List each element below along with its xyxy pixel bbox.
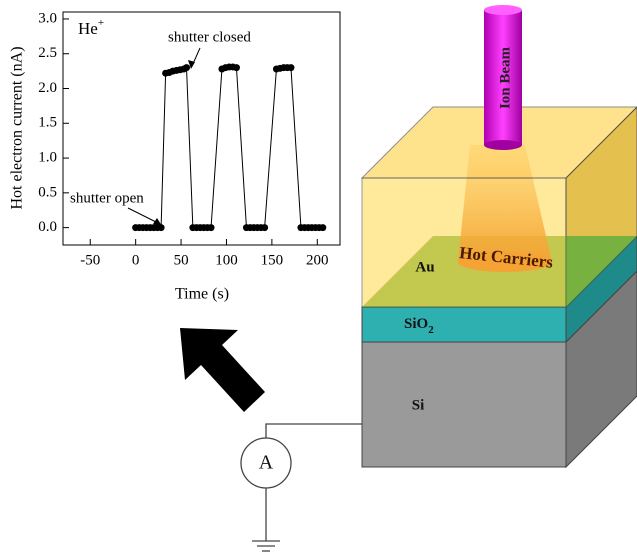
big-arrow [180, 328, 265, 412]
data-point [287, 64, 294, 71]
ion-beam-bottom [484, 140, 522, 150]
x-tick-label: 50 [174, 252, 189, 268]
x-tick-label: -50 [80, 252, 100, 268]
au-label: Au [415, 259, 434, 275]
device: Ion Beam Hot Carriers Au SiO2 Si [362, 5, 637, 467]
ion-charge: + [98, 17, 104, 29]
wire [266, 424, 362, 438]
data-point [183, 64, 190, 71]
ion-beam-label: Ion Beam [497, 46, 513, 109]
x-tick-label: 200 [306, 252, 329, 268]
data-point [233, 64, 240, 71]
x-tick-label: 100 [215, 252, 238, 268]
y-tick-label: 1.5 [38, 115, 57, 131]
ammeter-label: A [259, 452, 274, 474]
si-label: Si [412, 397, 425, 413]
y-tick-label: 0.0 [38, 219, 57, 235]
x-tick-label: 150 [261, 252, 284, 268]
data-point [208, 224, 215, 231]
y-tick-label: 3.0 [38, 10, 57, 26]
x-axis-label: Time (s) [175, 286, 229, 303]
plot-frame [63, 12, 340, 245]
ion-annotation: He+ [78, 17, 104, 38]
ion-beam-top [484, 5, 522, 15]
sio2-front [362, 307, 566, 342]
data-point [261, 224, 268, 231]
y-tick-label: 1.0 [38, 149, 57, 165]
chart: Time (s) Hot electron current (nA) He+ s… [9, 10, 340, 302]
data-point [319, 224, 326, 231]
figure: Ion Beam Hot Carriers Au SiO2 Si A Time … [0, 0, 637, 558]
sio2-sub: 2 [428, 324, 434, 336]
open-annotation: shutter open [70, 190, 144, 206]
data-line [136, 67, 323, 228]
closed-annotation: shutter closed [168, 29, 251, 45]
y-tick-label: 2.5 [38, 45, 57, 61]
y-axis-label: Hot electron current (nA) [9, 46, 26, 209]
si-front [362, 342, 566, 467]
sio2-text: SiO [404, 316, 428, 332]
data-point [158, 224, 165, 231]
circuit [241, 424, 362, 551]
y-tick-label: 2.0 [38, 80, 57, 96]
ion-text: He [78, 19, 98, 38]
y-tick-label: 0.5 [38, 184, 57, 200]
x-tick-label: 0 [132, 252, 140, 268]
